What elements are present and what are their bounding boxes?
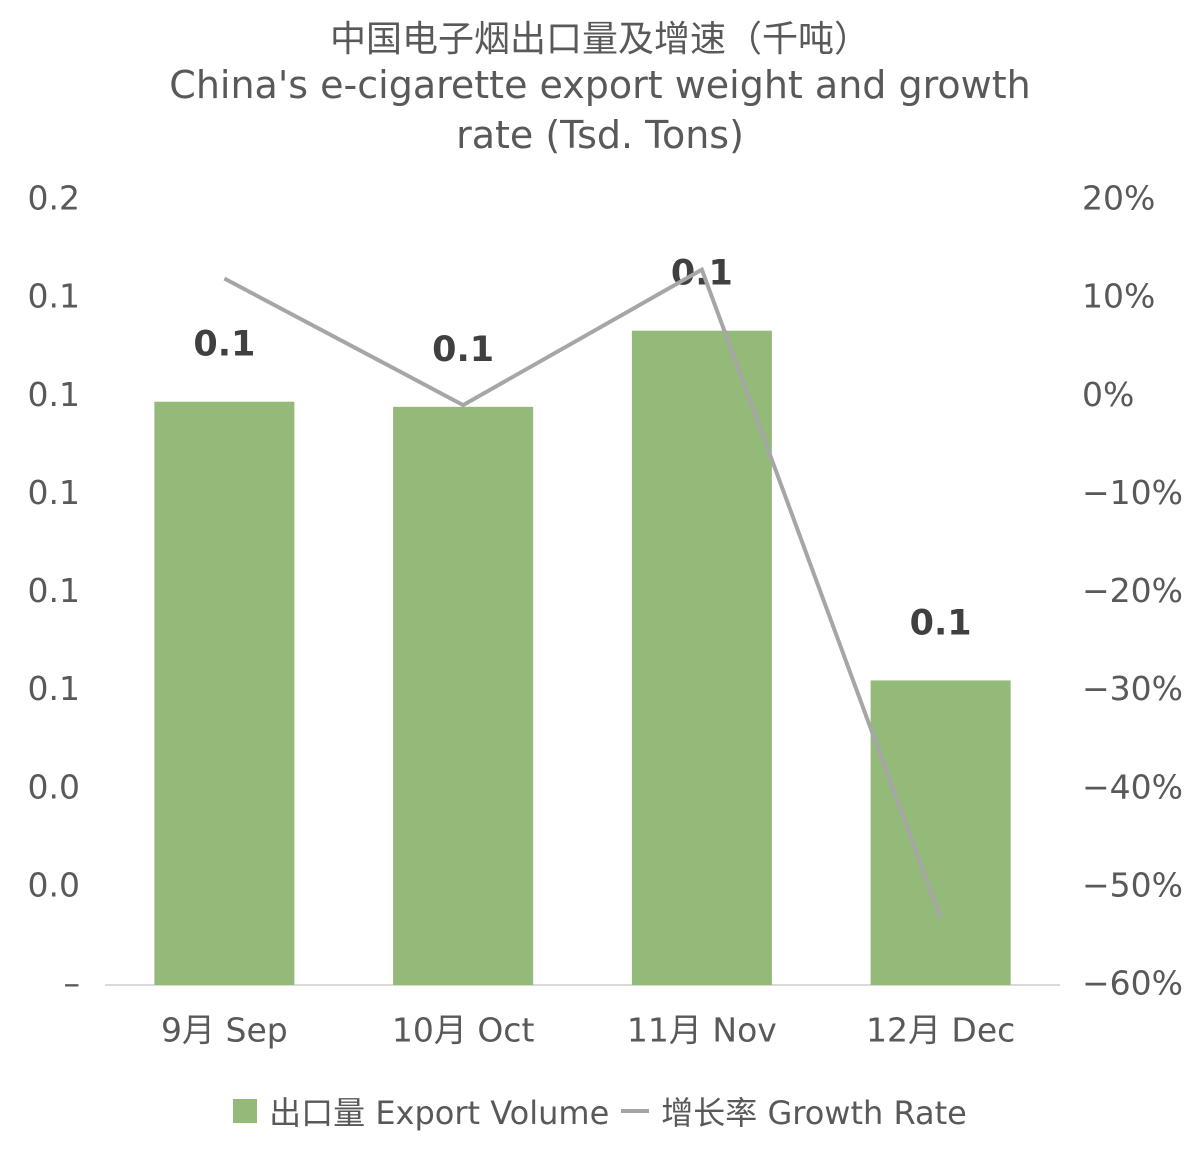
y-tick-label: 0.2 [28,179,80,218]
legend-swatch [233,1099,258,1123]
y2-tick-label: −40% [1082,767,1183,806]
y2-tick-label: 10% [1082,277,1155,316]
y-tick-label: – [64,964,81,1003]
y-tick-label: 0.1 [28,669,80,708]
bar [154,401,295,985]
data-label: 0.1 [910,603,972,643]
line [223,266,943,919]
chart-subtitle: China's e-cigarette export weight and gr… [169,63,1031,157]
y2-tick-label: 20% [1082,179,1155,218]
chart-title: 中国电子烟出口量及增速（千吨） [329,19,870,60]
bar [870,680,1011,985]
data-label: 0.1 [432,330,494,370]
x-tick-label: 11月 Nov [627,1011,777,1050]
y2-tick-label: −20% [1082,571,1183,610]
y-tick-label: 0.1 [28,473,80,512]
y2-tick-label: −60% [1082,964,1183,1003]
data-label: 0.1 [193,325,255,365]
y2-tick-label: −50% [1082,865,1183,904]
x-tick-label: 9月 Sep [161,1011,288,1050]
legend: 出口量 Export Volume 增长率 Growth Rate [0,1088,1200,1134]
y2-tick-label: −30% [1082,669,1183,708]
y-tick-label: 0.1 [28,571,80,610]
bar [393,406,534,985]
legend-label: 增长率 Growth Rate [661,1094,967,1132]
legend-item: 出口量 Export Volume [233,1088,609,1134]
legend-swatch [621,1109,650,1113]
y2-tick-label: −10% [1082,473,1183,512]
y-tick-label: 0.0 [28,865,80,904]
y-tick-label: 0.0 [28,767,80,806]
x-tick-label: 12月 Dec [866,1011,1015,1050]
bar [631,330,772,985]
legend-item: 增长率 Growth Rate [621,1088,967,1134]
y-tick-label: 0.1 [28,277,80,316]
x-tick-label: 10月 Oct [392,1011,535,1050]
y2-tick-label: 0% [1082,375,1134,414]
legend-label: 出口量 Export Volume [269,1094,610,1132]
y-tick-label: 0.1 [28,375,80,414]
